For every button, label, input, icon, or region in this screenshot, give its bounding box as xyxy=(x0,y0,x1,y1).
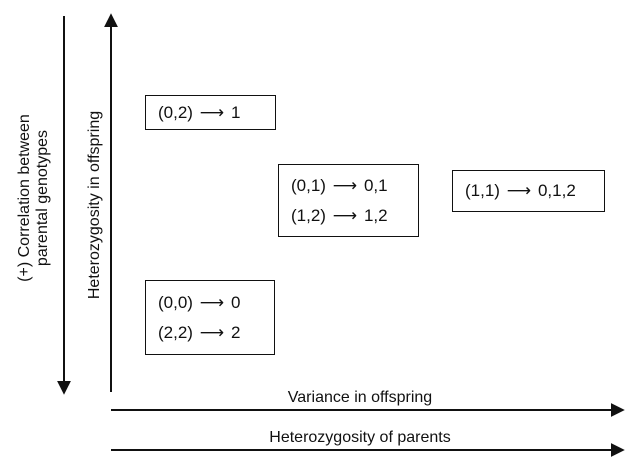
genotype-row: (1,2) ⟶ 1,2 xyxy=(291,201,406,231)
genotype-row: (0,1) ⟶ 0,1 xyxy=(291,171,406,201)
genotype-row: (0,0) ⟶ 0 xyxy=(158,288,262,318)
offspring-variance-label: Variance in offspring xyxy=(287,389,433,406)
right-arrow-icon: ⟶ xyxy=(199,292,225,312)
right-arrow-icon: ⟶ xyxy=(332,175,358,195)
offspring-heterozygosity-label: Heterozygosity in offspring xyxy=(86,110,103,300)
box-01-12: (0,1) ⟶ 0,1 (1,2) ⟶ 1,2 xyxy=(278,164,419,237)
parental-correlation-label: (+) Correlation between parental genotyp… xyxy=(16,114,51,282)
genotype-row: (1,1) ⟶ 0,1,2 xyxy=(465,176,592,206)
box-00-22: (0,0) ⟶ 0 (2,2) ⟶ 2 xyxy=(145,280,275,355)
right-arrow-icon: ⟶ xyxy=(199,102,225,122)
parent-heterozygosity-label: Heterozygosity of parents xyxy=(269,429,451,446)
right-arrow-icon: ⟶ xyxy=(506,181,532,200)
genotype-row: (2,2) ⟶ 2 xyxy=(158,318,262,348)
right-arrow-icon: ⟶ xyxy=(199,322,225,342)
box-02: (0,2) ⟶ 1 xyxy=(145,95,276,130)
genotype-row: (0,2) ⟶ 1 xyxy=(158,98,263,128)
box-11: (1,1) ⟶ 0,1,2 xyxy=(452,170,605,212)
right-arrow-icon: ⟶ xyxy=(332,205,358,225)
